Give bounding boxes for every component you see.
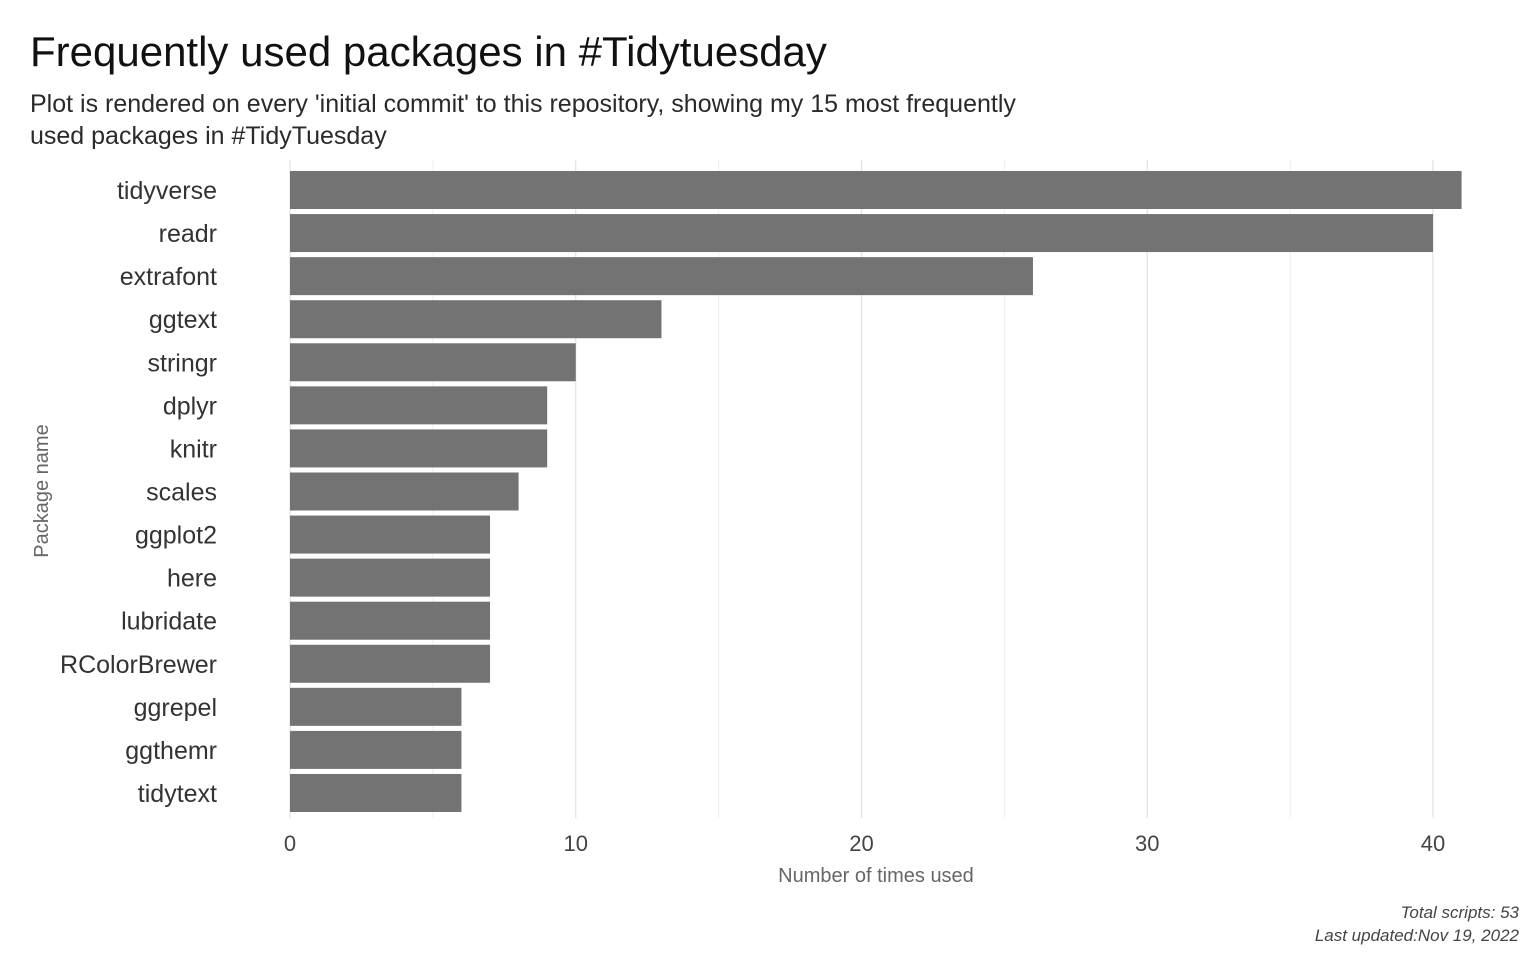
x-tick-label: 10 — [564, 831, 588, 856]
bar-ggtext — [290, 300, 662, 339]
bar-here — [290, 558, 491, 597]
x-tick-label: 0 — [284, 831, 296, 856]
bar-lubridate — [290, 601, 491, 640]
category-label: ggtext — [149, 306, 217, 334]
category-label: dplyr — [163, 392, 217, 420]
category-label: stringr — [148, 349, 217, 377]
category-label: ggrepel — [134, 694, 217, 722]
x-axis-title: Number of times used — [778, 865, 974, 887]
chart-title: Frequently used packages in #Tidytuesday — [30, 28, 827, 75]
bar-tidyverse — [290, 171, 1462, 209]
bar-dplyr — [290, 386, 548, 425]
x-tick-label: 40 — [1421, 831, 1445, 856]
caption-total-scripts: Total scripts: 53 — [1401, 903, 1520, 922]
category-label: ggplot2 — [135, 522, 217, 550]
bar-stringr — [290, 343, 576, 382]
category-label: here — [167, 565, 217, 593]
category-label: ggthemr — [125, 737, 217, 765]
category-label: lubridate — [121, 608, 217, 636]
bar-ggrepel — [290, 687, 462, 726]
bar-knitr — [290, 429, 548, 468]
chart-subtitle-line-1: Plot is rendered on every 'initial commi… — [30, 90, 1016, 118]
category-label: knitr — [170, 435, 217, 463]
bar-ggplot2 — [290, 515, 491, 554]
caption-last-updated: Last updated:Nov 19, 2022 — [1315, 926, 1520, 945]
x-tick-label: 20 — [849, 831, 873, 856]
category-label: readr — [159, 220, 217, 248]
y-axis-title: Package name — [31, 424, 53, 557]
category-labels: tidyverse readr extrafont ggtext stringr dply… — [60, 177, 217, 808]
category-label: tidytext — [138, 780, 217, 808]
bar-RColorBrewer — [290, 644, 491, 683]
bar-scales — [290, 472, 519, 511]
bar-ggthemr — [290, 730, 462, 769]
bar-extrafont — [290, 257, 1033, 296]
x-tick-labels: 0 10 20 30 40 — [284, 831, 1445, 856]
chart-subtitle-line-2: used packages in #TidyTuesday — [30, 122, 387, 150]
category-label: RColorBrewer — [60, 651, 217, 679]
category-label: scales — [146, 478, 217, 506]
x-tick-label: 30 — [1135, 831, 1159, 856]
bar-readr — [290, 214, 1433, 253]
category-label: extrafont — [120, 263, 217, 291]
bar-tidytext — [290, 773, 462, 812]
category-label: tidyverse — [117, 177, 217, 205]
bars — [290, 171, 1462, 812]
